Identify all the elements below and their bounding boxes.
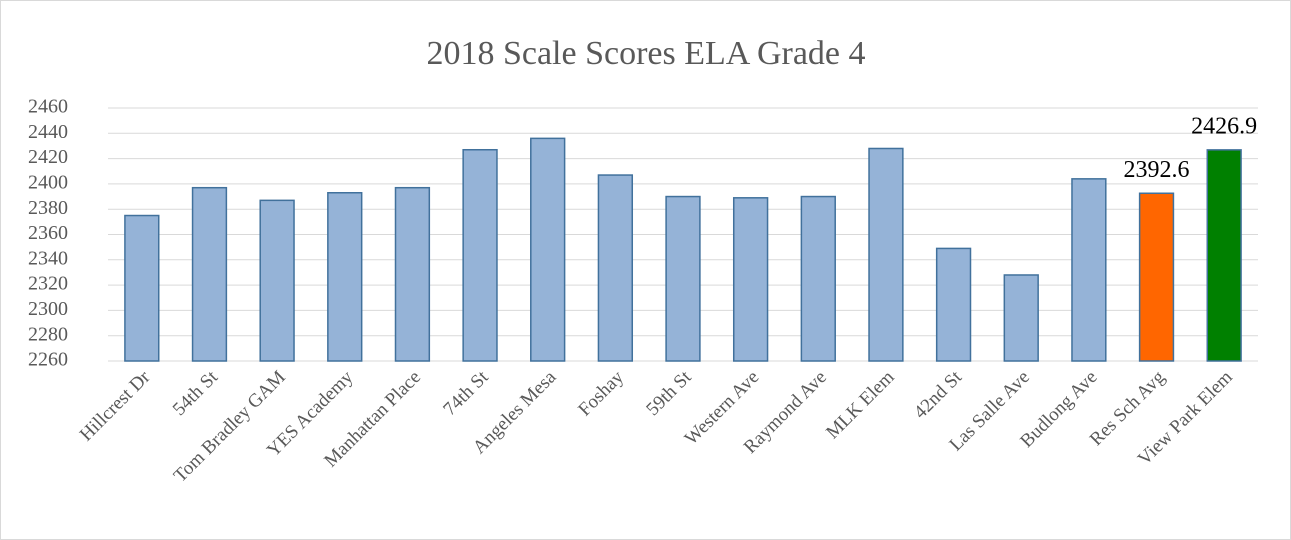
bar	[732, 197, 769, 362]
value-label: 2426.9	[1191, 113, 1257, 139]
chart-title: 2018 Scale Scores ELA Grade 4	[426, 35, 865, 72]
bar	[327, 192, 363, 362]
bar	[394, 186, 431, 362]
y-tick-label: 2360	[28, 222, 68, 244]
bar	[1206, 149, 1242, 362]
y-tick-label: 2400	[28, 171, 68, 193]
y-tick-label: 2320	[28, 273, 68, 295]
y-tick-label: 2340	[28, 247, 68, 269]
bar	[1003, 274, 1039, 362]
y-tick-label: 2380	[28, 197, 68, 219]
bar	[868, 147, 904, 362]
y-tick-label: 2420	[28, 146, 68, 168]
bar	[597, 174, 634, 362]
bar	[1071, 178, 1107, 362]
y-tick-label: 2440	[28, 121, 68, 143]
bar	[124, 214, 160, 362]
bar	[1138, 192, 1175, 362]
bar	[259, 199, 295, 362]
y-tick-label: 2300	[28, 298, 68, 320]
y-tick-label: 2280	[28, 323, 68, 345]
bar	[800, 195, 836, 362]
y-tick-label: 2260	[28, 349, 68, 371]
bar	[462, 148, 498, 362]
value-label: 2392.6	[1124, 157, 1190, 183]
bar	[665, 195, 701, 362]
bar	[530, 137, 566, 362]
bar	[935, 247, 972, 362]
bar	[191, 186, 228, 362]
y-tick-label: 2460	[28, 96, 68, 118]
